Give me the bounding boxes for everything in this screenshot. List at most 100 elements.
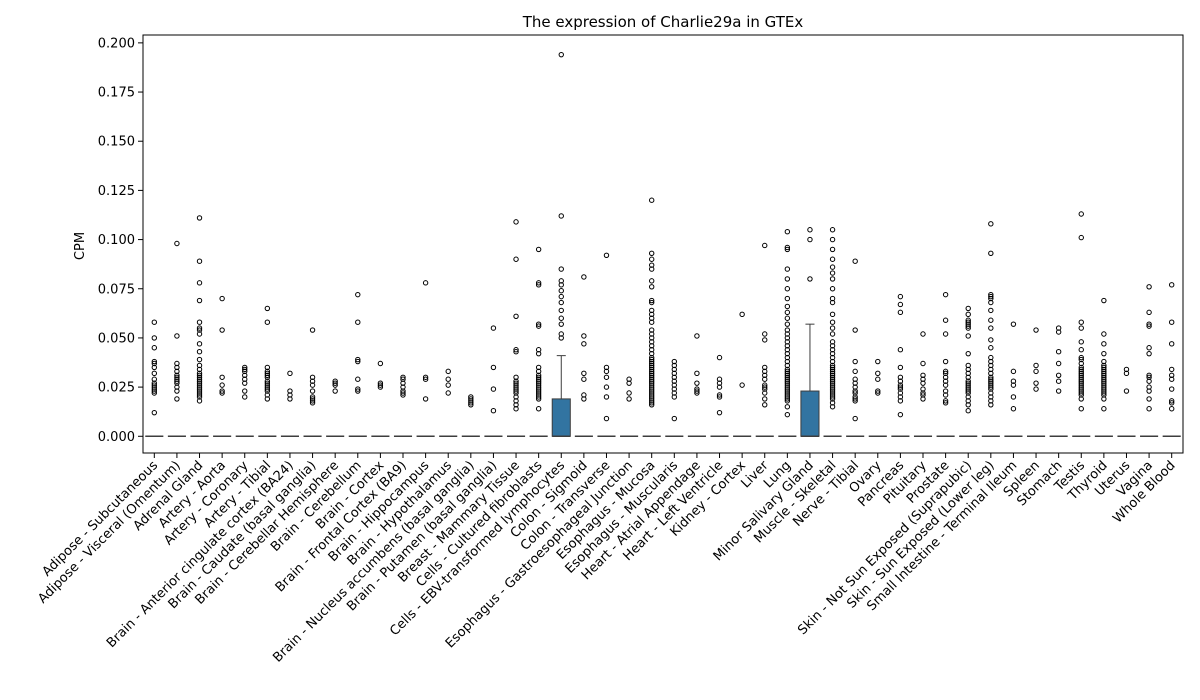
outlier-point [988,325,994,331]
outlier-point [490,325,497,331]
outlier-point [535,347,542,353]
box-group [1117,366,1136,438]
outlier-point [965,408,971,414]
outlier-point [852,396,858,402]
outlier-point [1078,406,1084,412]
outlier-point [988,317,994,323]
box-group [1094,297,1113,438]
outlier-point [196,327,203,333]
outlier-point [581,333,587,339]
outlier-point [694,333,700,339]
outlier-point [287,370,293,377]
outlier-point [852,327,858,333]
outlier-point [829,227,836,233]
outlier-point [264,305,271,312]
box-group [733,311,752,438]
box-group [574,274,593,438]
box-group [981,221,1000,438]
outlier-point [196,258,203,264]
outlier-point [196,362,203,369]
outlier-point [1078,356,1084,363]
outlier-point [355,319,361,325]
outlier-point [468,396,474,402]
outlier-point [1078,366,1084,373]
outlier-point [1078,354,1084,361]
outlier-point [513,348,519,355]
outlier-point [829,276,836,282]
outlier-point [762,402,768,408]
outlier-point [920,331,926,337]
outlier-point [581,392,587,398]
outlier-point [762,396,768,402]
outlier-point [581,274,587,280]
outlier-point [422,396,429,402]
outlier-point [716,376,723,382]
outlier-point [1101,406,1107,412]
box-group [755,242,774,438]
outlier-point [174,240,180,247]
outlier-point [1033,327,1039,333]
outlier-point [897,384,904,390]
outlier-point [196,215,203,221]
outlier-point [151,358,158,365]
outlier-point [988,376,994,382]
outlier-point [309,388,316,394]
box-group [551,51,571,438]
outlier-point [1101,358,1107,365]
box-group [507,219,526,438]
outlier-point [829,311,836,318]
outlier-point [671,415,678,422]
y-tick-label: 0.175 [98,86,135,101]
outlier-point [242,364,248,371]
outlier-point [242,394,248,400]
outlier-point [988,293,994,300]
outlier-point [219,374,225,380]
outlier-point [332,378,338,384]
outlier-point [1146,350,1152,357]
outlier-point [242,366,248,373]
y-tick-label: 0.075 [98,282,135,297]
outlier-point [1078,339,1084,345]
box-group [167,240,186,438]
outlier-point [535,406,542,412]
outlier-point [581,376,587,382]
outlier-point [942,400,949,406]
outlier-point [784,327,791,333]
y-tick-label: 0.200 [98,36,135,51]
outlier-point [1146,374,1152,380]
outlier-point [875,390,881,396]
outlier-point [988,221,994,227]
outlier-point [648,250,655,257]
outlier-point [716,392,723,398]
outlier-point [1055,325,1062,331]
outlier-point [513,256,519,262]
outlier-point [219,327,225,333]
outlier-point [920,392,926,398]
outlier-point [603,415,610,422]
outlier-point [558,299,564,306]
outlier-point [1146,345,1152,351]
outlier-point [694,370,700,377]
outlier-point [784,321,791,327]
outlier-point [558,213,564,219]
box [800,390,820,437]
box-group [280,370,299,438]
outlier-point [1078,325,1084,331]
outlier-point [1168,400,1175,406]
y-tick-label: 0.050 [98,331,135,346]
outlier-point [1168,319,1175,325]
box-group [1004,321,1023,438]
outlier-point [535,374,542,380]
outlier-point [1146,372,1152,379]
y-tick-label: 0.125 [98,184,135,199]
outlier-point [875,376,881,382]
outlier-point [852,415,858,422]
box-group [258,305,277,438]
box [551,398,571,437]
outlier-point [762,337,768,343]
outlier-point [784,229,791,235]
outlier-point [942,370,949,377]
outlier-point [648,262,655,268]
outlier-point [558,266,564,272]
outlier-point [648,297,655,304]
